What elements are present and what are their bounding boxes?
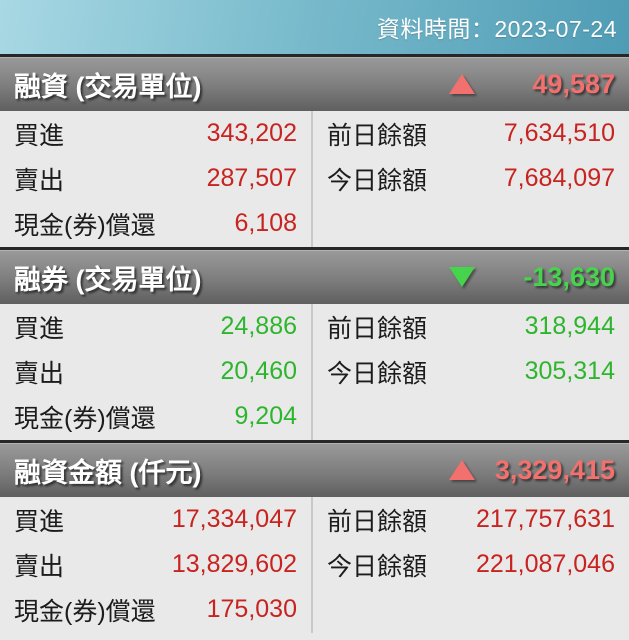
section-margin-amount-thousands: 融資金額 (仟元) 3,329,415 買進 17,334,047 賣出 13,… [0, 440, 629, 633]
row-value: 20,460 [220, 357, 297, 385]
right-column: 前日餘額 318,944 今日餘額 305,314 [313, 304, 629, 440]
row-value: 305,314 [524, 357, 615, 385]
row-value: 318,944 [524, 312, 615, 340]
table-row: 賣出 13,829,602 [0, 542, 311, 587]
section-header: 融資 (交易單位) 49,587 [0, 54, 629, 111]
table-row: 現金(券)償還 9,204 [0, 394, 311, 439]
row-value: 6,108 [234, 209, 297, 237]
row-value: 9,204 [234, 402, 297, 430]
change-indicator: -13,630 [449, 262, 615, 293]
row-label: 買進 [14, 314, 65, 343]
table-row: 現金(券)償還 175,030 [0, 587, 311, 632]
triangle-up-icon [449, 74, 475, 94]
table-row: 前日餘額 7,634,510 [313, 111, 629, 156]
row-label: 前日餘額 [327, 121, 428, 150]
row-label: 前日餘額 [327, 314, 428, 343]
row-label: 現金(券)償還 [14, 597, 156, 626]
table-row: 今日餘額 305,314 [313, 349, 629, 394]
row-label: 前日餘額 [327, 507, 428, 536]
table-row: 賣出 20,460 [0, 349, 311, 394]
section-body: 買進 17,334,047 賣出 13,829,602 現金(券)償還 175,… [0, 497, 629, 633]
table-row: 今日餘額 221,087,046 [313, 542, 629, 587]
row-label: 現金(券)償還 [14, 404, 156, 433]
table-row: 買進 17,334,047 [0, 497, 311, 542]
table-row: 買進 24,886 [0, 304, 311, 349]
row-value: 17,334,047 [171, 505, 297, 533]
row-value: 7,634,510 [503, 119, 615, 147]
row-label: 賣出 [14, 359, 65, 388]
row-label: 買進 [14, 507, 65, 536]
triangle-down-icon [449, 267, 475, 287]
row-value: 7,684,097 [503, 164, 615, 192]
section-header: 融券 (交易單位) -13,630 [0, 247, 629, 304]
datetime-bar: 資料時間：2023-07-24 [0, 0, 629, 54]
change-value: 3,329,415 [494, 454, 615, 485]
section-body: 買進 343,202 賣出 287,507 現金(券)償還 6,108 前日餘額… [0, 111, 629, 247]
change-indicator: 3,329,415 [449, 455, 615, 486]
right-column: 前日餘額 7,634,510 今日餘額 7,684,097 [313, 111, 629, 247]
left-column: 買進 343,202 賣出 287,507 現金(券)償還 6,108 [0, 111, 313, 247]
data-time-label: 資料時間：2023-07-24 [376, 16, 617, 42]
section-header: 融資金額 (仟元) 3,329,415 [0, 440, 629, 497]
row-label: 賣出 [14, 552, 65, 581]
table-row: 今日餘額 7,684,097 [313, 156, 629, 201]
change-indicator: 49,587 [449, 69, 615, 100]
section-title: 融券 (交易單位) [14, 264, 202, 295]
section-short-sale-units: 融券 (交易單位) -13,630 買進 24,886 賣出 20,460 現金… [0, 247, 629, 440]
row-value: 217,757,631 [475, 505, 615, 533]
row-value: 287,507 [206, 164, 297, 192]
change-value: 49,587 [532, 68, 615, 99]
row-label: 今日餘額 [327, 359, 428, 388]
table-row: 賣出 287,507 [0, 156, 311, 201]
row-value: 221,087,046 [475, 550, 615, 578]
section-title: 融資金額 (仟元) [14, 457, 202, 488]
row-value: 24,886 [220, 312, 297, 340]
row-label: 賣出 [14, 166, 65, 195]
change-value: -13,630 [523, 261, 615, 292]
left-column: 買進 17,334,047 賣出 13,829,602 現金(券)償還 175,… [0, 497, 313, 633]
table-row: 前日餘額 318,944 [313, 304, 629, 349]
section-margin-purchase-units: 融資 (交易單位) 49,587 買進 343,202 賣出 287,507 現… [0, 54, 629, 247]
row-value: 175,030 [206, 595, 297, 623]
row-label: 今日餘額 [327, 166, 428, 195]
left-column: 買進 24,886 賣出 20,460 現金(券)償還 9,204 [0, 304, 313, 440]
row-label: 今日餘額 [327, 552, 428, 581]
triangle-up-icon [449, 460, 475, 480]
row-value: 13,829,602 [171, 550, 297, 578]
table-row: 前日餘額 217,757,631 [313, 497, 629, 542]
right-column: 前日餘額 217,757,631 今日餘額 221,087,046 [313, 497, 629, 633]
row-value: 343,202 [206, 119, 297, 147]
section-body: 買進 24,886 賣出 20,460 現金(券)償還 9,204 前日餘額 3… [0, 304, 629, 440]
row-label: 現金(券)償還 [14, 211, 156, 240]
row-label: 買進 [14, 121, 65, 150]
table-row: 現金(券)償還 6,108 [0, 201, 311, 246]
section-title: 融資 (交易單位) [14, 71, 202, 102]
table-row: 買進 343,202 [0, 111, 311, 156]
